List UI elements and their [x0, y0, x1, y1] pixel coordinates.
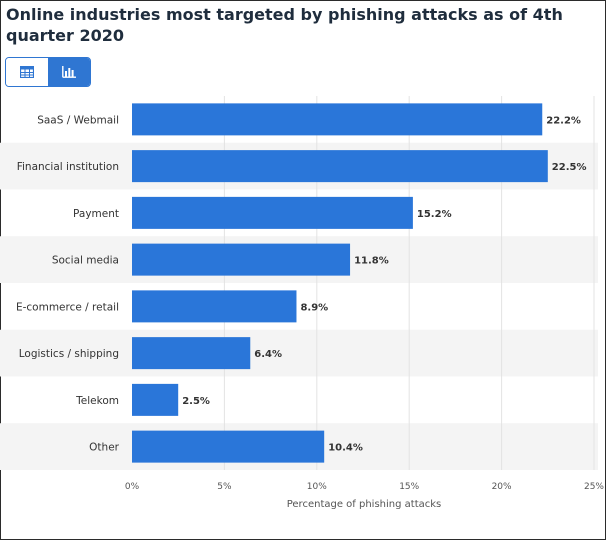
- bar[interactable]: [132, 337, 251, 370]
- row-stripe: [0, 329, 598, 377]
- bars: [132, 103, 548, 463]
- x-tick-label: 25%: [584, 482, 604, 492]
- value-label: 10.4%: [328, 443, 363, 454]
- value-label: 22.2%: [546, 115, 581, 126]
- x-tick-label: 20%: [492, 482, 512, 492]
- value-labels: 22.2% 22.5% 15.2% 11.8% 8.9% 6.4% 2.5% 10.4%: [182, 115, 586, 453]
- x-tick-label: 10%: [307, 482, 327, 492]
- category-label: Other: [89, 442, 119, 454]
- view-toggle: [5, 57, 91, 87]
- category-label: Financial institution: [17, 161, 119, 173]
- value-label: 11.8%: [354, 256, 389, 267]
- category-label: E-commerce / retail: [16, 301, 119, 313]
- x-tick-label: 15%: [399, 482, 419, 492]
- x-tick-labels: 0% 5% 10% 15% 20% 25%: [125, 482, 605, 492]
- bar[interactable]: [132, 243, 351, 276]
- chart-title: Online industries most targeted by phish…: [6, 5, 563, 45]
- x-tick-label: 5%: [217, 482, 232, 492]
- bar[interactable]: [132, 290, 297, 323]
- bar[interactable]: [132, 196, 413, 229]
- category-label: Logistics / shipping: [19, 348, 119, 360]
- bar[interactable]: [132, 150, 548, 183]
- bar-chart-icon: [62, 66, 76, 78]
- chart-view-button[interactable]: [48, 58, 90, 86]
- category-label: Telekom: [75, 395, 119, 407]
- table-icon: [20, 66, 34, 78]
- x-tick-label: 0%: [125, 482, 140, 492]
- x-axis-label: Percentage of phishing attacks: [287, 499, 442, 510]
- value-label: 2.5%: [182, 396, 210, 407]
- value-label: 15.2%: [417, 209, 452, 220]
- category-label: Payment: [73, 208, 119, 220]
- bar[interactable]: [132, 430, 325, 463]
- value-label: 6.4%: [254, 349, 282, 360]
- value-label: 8.9%: [300, 302, 328, 313]
- bar[interactable]: [132, 383, 179, 416]
- category-label: Social media: [52, 255, 119, 267]
- table-view-button[interactable]: [6, 58, 48, 86]
- category-label: SaaS / Webmail: [37, 114, 119, 126]
- value-label: 22.5%: [552, 162, 587, 173]
- bar[interactable]: [132, 103, 543, 136]
- category-labels: SaaS / Webmail Financial institution Payme…: [16, 114, 120, 453]
